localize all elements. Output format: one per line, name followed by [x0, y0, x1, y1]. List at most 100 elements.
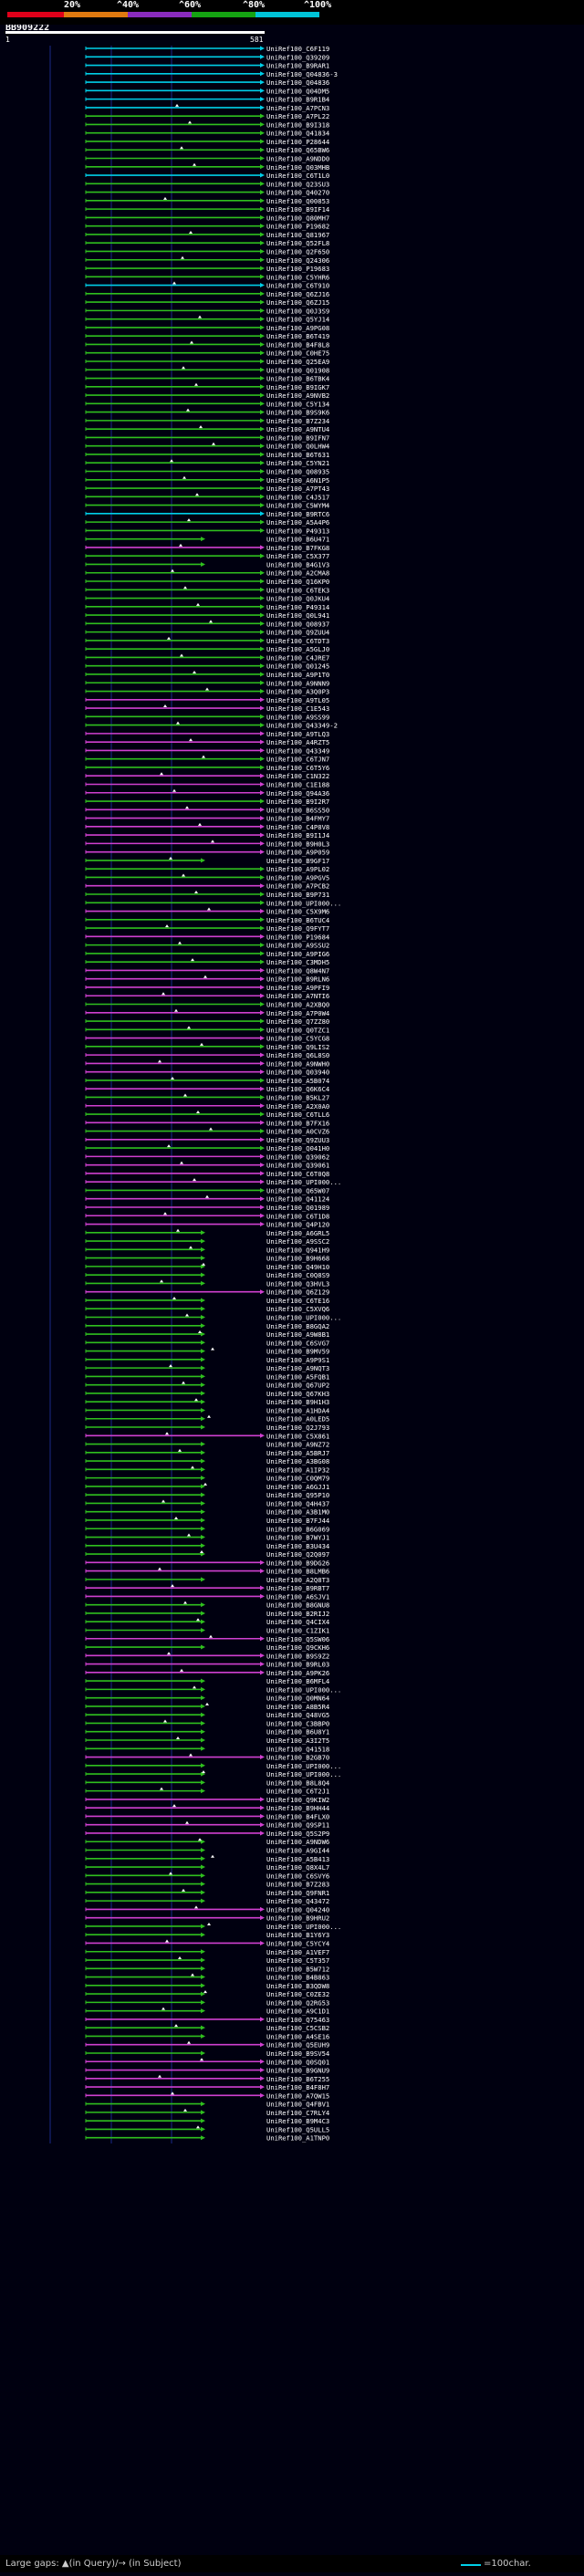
hit-label: UniRef100_C6SVY6 [266, 1872, 329, 1880]
hit-arrow [260, 147, 265, 152]
gap-marker [182, 475, 186, 479]
hit-arrow [260, 985, 265, 990]
hit-label: UniRef100_Q0LHW4 [266, 443, 329, 451]
hit-arrow [260, 545, 265, 550]
hit-arrow [260, 1060, 265, 1066]
hit-label: UniRef100_Q25EA9 [266, 358, 329, 366]
hit-label: UniRef100_B9DG26 [266, 1559, 329, 1567]
hit-arrow [260, 494, 265, 499]
gap-marker [183, 2108, 187, 2112]
hit-label: UniRef100_A9PIG6 [266, 950, 329, 958]
hit-arrow [260, 1559, 265, 1565]
hit-arrow [201, 2126, 205, 2132]
hit-arrow [201, 1720, 205, 1726]
hit-label: UniRef100_A2X0A0 [266, 1102, 329, 1111]
hit-label: UniRef100_C5Y134 [266, 400, 329, 408]
hit-arrow [201, 1272, 205, 1278]
pct-label-20: 20% [64, 0, 81, 10]
hit-arrow [201, 2008, 205, 2014]
hit-arrow [260, 350, 265, 356]
hit-label: UniRef100_C6TJN7 [266, 756, 329, 764]
gap-marker [187, 1026, 191, 1029]
hit-arrow [201, 1517, 205, 1523]
hit-label: UniRef100_A5B074 [266, 1077, 329, 1085]
hit-label: UniRef100_C6TDT3 [266, 637, 329, 645]
identity-color-scale: 20% ^40% ^60% ^80% ^100% [0, 0, 584, 25]
gap-marker [158, 1567, 162, 1570]
hit-label: UniRef100_C4JRE7 [266, 653, 329, 662]
hit-label: UniRef100_C0ZE32 [266, 1990, 329, 1998]
hit-label: UniRef100_Q9LIS2 [266, 1043, 329, 1051]
gap-marker [187, 518, 191, 522]
hit-arrow [201, 1365, 205, 1371]
gap-marker [189, 230, 193, 234]
hit-label: UniRef100_Q6ZJ16 [266, 290, 329, 298]
hit-arrow [201, 1442, 205, 1447]
hit-arrow [260, 1171, 265, 1176]
gap-marker [207, 907, 211, 911]
hit-label: UniRef100_C6TE16 [266, 1297, 329, 1305]
hit-arrow [260, 790, 265, 796]
hit-label: UniRef100_A0CVZ6 [266, 1128, 329, 1136]
gap-marker [209, 1634, 213, 1638]
hit-label: UniRef100_A7PT43 [266, 485, 329, 493]
hit-label: UniRef100_Q01908 [266, 366, 329, 374]
hit-label: UniRef100_B9HH44 [266, 1804, 329, 1812]
hit-arrow [260, 1179, 265, 1184]
hit-arrow [260, 1010, 265, 1016]
hit-label: UniRef100_A7PCB2 [266, 882, 329, 891]
hit-arrow [201, 1535, 205, 1540]
hit-arrow [201, 1619, 205, 1624]
hit-label: UniRef100_B9SV54 [266, 2049, 329, 2058]
hit-arrow [260, 1120, 265, 1125]
hit-label: UniRef100_C3MDH5 [266, 958, 329, 966]
hit-label: UniRef100_A9NQT3 [266, 1364, 329, 1372]
ruler-end: 581 [250, 36, 264, 44]
hit-label: UniRef100_A5FQB1 [266, 1372, 329, 1381]
hit-label: UniRef100_A7PL22 [266, 112, 329, 120]
legend-footer: Large gaps: ▲(in Query)/→ (in Subject) =… [0, 2555, 584, 2572]
hit-label: UniRef100_A1IP32 [266, 1465, 329, 1474]
gap-marker [165, 1432, 169, 1435]
hit-label: UniRef100_A6GRL5 [266, 1229, 329, 1237]
hit-arrow [260, 54, 265, 59]
hit-label: UniRef100_B6G069 [266, 1525, 329, 1533]
gap-marker [172, 1296, 176, 1299]
hit-label: UniRef100_Q16KP0 [266, 578, 329, 586]
hit-arrow [201, 1298, 205, 1303]
hit-arrow [260, 1222, 265, 1227]
hit-arrow [260, 1940, 265, 1945]
hit-arrow [201, 1450, 205, 1455]
hit-label: UniRef100_B3U434 [266, 1542, 329, 1550]
hit-label: UniRef100_A7NTI6 [266, 992, 329, 1000]
hit-label: UniRef100_Q95P10 [266, 1491, 329, 1499]
hit-label: UniRef100_Q43349-2 [266, 722, 338, 730]
hit-label: UniRef100_A9NZ72 [266, 1441, 329, 1449]
gap-marker [209, 1127, 213, 1131]
hit-arrow [201, 1373, 205, 1379]
hit-label: UniRef100_B9M4C3 [266, 2117, 329, 2125]
hit-label: UniRef100_C5X377 [266, 552, 329, 560]
hit-label: UniRef100_B9H0L3 [266, 840, 329, 848]
hit-arrow [201, 1872, 205, 1878]
hit-arrow [201, 1712, 205, 1717]
hit-label: UniRef100_A9NVB2 [266, 391, 329, 400]
hit-label: UniRef100_B7Z283 [266, 1881, 329, 1889]
hit-label: UniRef100_Q03940 [266, 1069, 329, 1077]
hit-label: UniRef100_A9SS99 [266, 713, 329, 721]
hit-label: UniRef100_B6T255 [266, 2075, 329, 2083]
hit-arrow [201, 858, 205, 863]
hit-label: UniRef100_C5X9M6 [266, 908, 329, 916]
gaps-legend: Large gaps: ▲(in Query)/→ (in Subject) [5, 2559, 182, 2569]
gap-marker [203, 975, 207, 978]
gap-marker [174, 1516, 178, 1519]
gap-marker [193, 1685, 196, 1689]
hit-label: UniRef100_B9IGK7 [266, 383, 329, 391]
hit-arrow [260, 765, 265, 770]
segment-orange [64, 12, 128, 17]
hit-label: UniRef100_B1Y6Y3 [266, 1931, 329, 1939]
hit-arrow [260, 697, 265, 703]
gap-marker [196, 1618, 200, 1622]
gap-marker [178, 1448, 182, 1452]
hit-label: UniRef100_Q43349 [266, 746, 329, 755]
